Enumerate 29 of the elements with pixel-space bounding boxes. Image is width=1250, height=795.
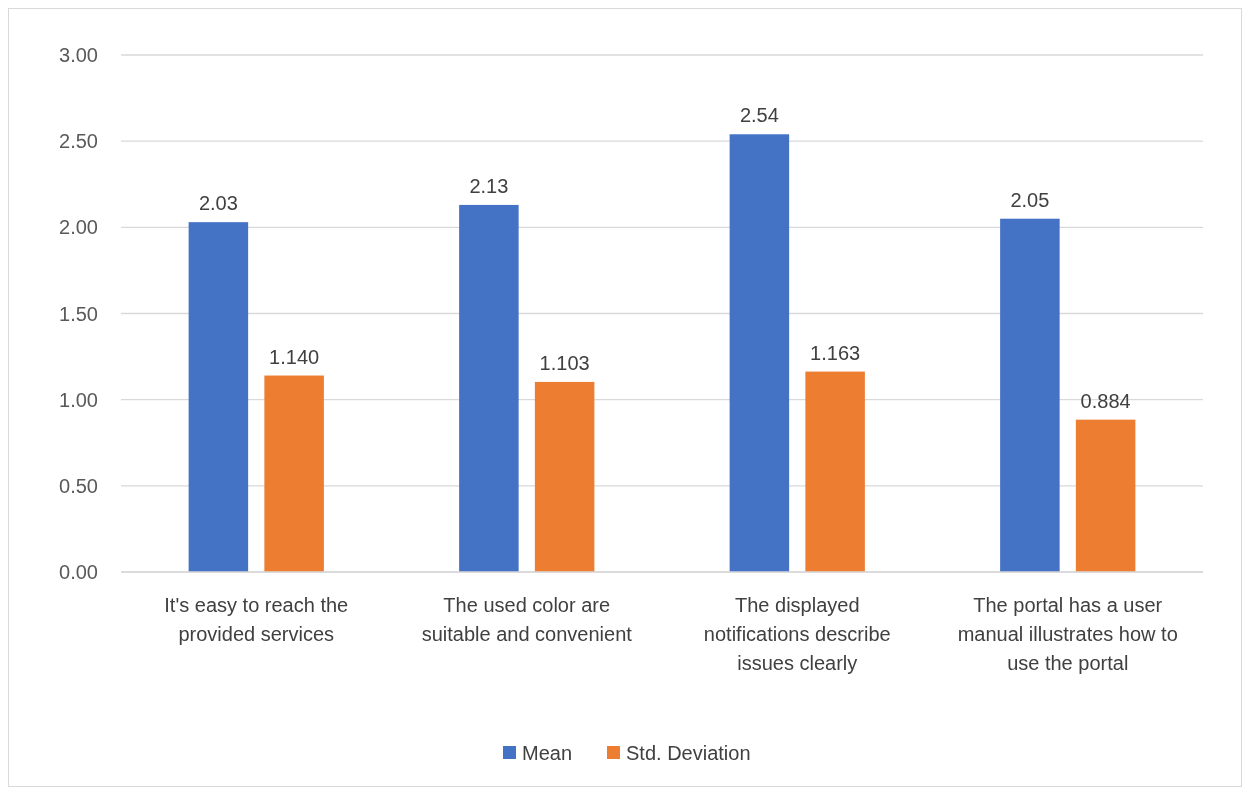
y-tick-label: 0.00 <box>59 561 98 583</box>
bar <box>264 375 324 572</box>
y-tick-label: 3.00 <box>59 44 98 66</box>
x-tick-label: The portal has a user manual illustrates how to use the portal <box>957 594 1178 674</box>
x-tick-label: The used color are suitable and convenient <box>421 594 633 645</box>
x-tick-label: It's easy to reach the provided services <box>164 594 349 645</box>
data-label: 1.163 <box>810 341 861 364</box>
x-tick-label: The displayed notifications describe issues clearly <box>703 594 891 674</box>
y-tick-label: 2.50 <box>59 130 98 153</box>
y-tick-label: 1.50 <box>59 302 98 325</box>
y-tick-label: 0.50 <box>59 474 98 497</box>
data-label: 2.03 <box>198 192 238 215</box>
bar <box>805 371 865 572</box>
y-tick-label: 2.00 <box>59 216 98 239</box>
data-label: 0.884 <box>1080 389 1131 412</box>
data-label: 2.05 <box>1010 188 1050 211</box>
data-label: 2.13 <box>469 174 509 197</box>
y-tick-label: 1.00 <box>59 388 98 411</box>
bar <box>729 134 790 572</box>
bar <box>459 204 519 572</box>
bar <box>534 381 595 572</box>
bar <box>1000 218 1060 572</box>
bar <box>1075 419 1136 572</box>
legend-label: Std. Deviation <box>626 742 751 764</box>
data-label: 1.140 <box>269 345 320 368</box>
bar <box>188 222 249 572</box>
data-label: 2.54 <box>739 104 779 127</box>
legend-label: Mean <box>522 742 573 764</box>
data-label: 1.103 <box>539 351 590 374</box>
